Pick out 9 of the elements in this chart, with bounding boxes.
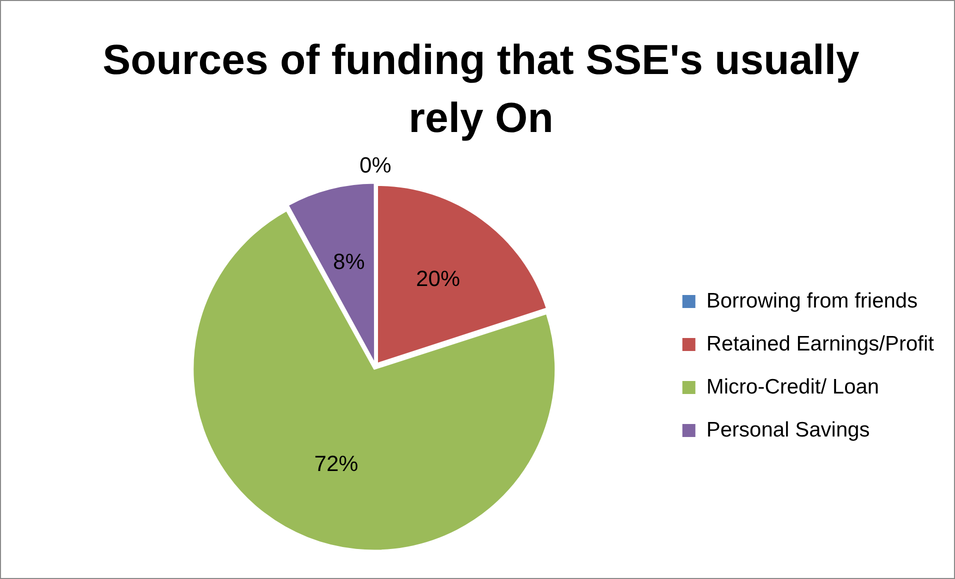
legend-label: Personal Savings bbox=[706, 418, 870, 442]
text: 0% bbox=[360, 152, 392, 178]
legend-label: Borrowing from friends bbox=[706, 289, 918, 312]
data-label: 8% bbox=[333, 248, 365, 274]
data-label: 72% bbox=[314, 451, 358, 476]
data-label: 20% bbox=[416, 266, 460, 291]
legend-label: Retained Earnings/Profit bbox=[706, 332, 934, 356]
legend-label: Micro-Credit/ Loan bbox=[706, 375, 880, 398]
chart-title: Sources of funding that SSE's usually rely On bbox=[102, 35, 860, 143]
